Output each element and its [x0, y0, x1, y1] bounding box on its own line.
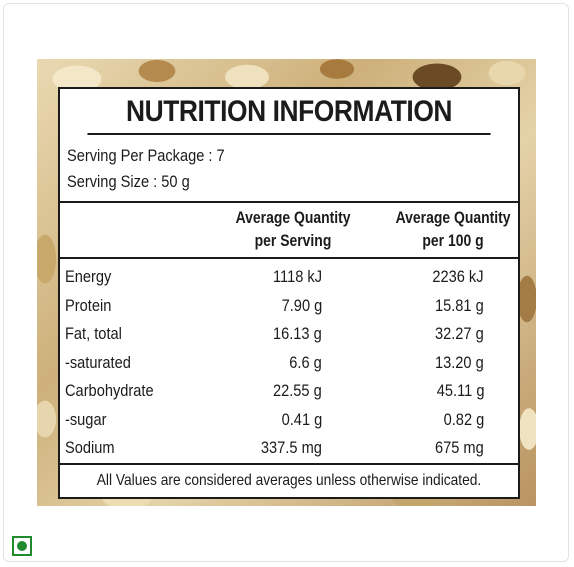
- nutrient-name: Energy: [65, 267, 112, 286]
- serving-info: Serving Per Package : 7 Serving Size : 5…: [60, 135, 518, 203]
- table-row: Energy 1118 kJ 2236 kJ: [60, 263, 518, 292]
- value-per-serving: 1118 kJ: [272, 267, 322, 286]
- label-title: NUTRITION INFORMATION: [87, 89, 491, 135]
- value-per-serving: 7.90 g: [281, 295, 322, 315]
- nutrient-name: Carbohydrate: [65, 381, 154, 400]
- value-per-serving: 337.5 mg: [261, 438, 322, 457]
- value-per-100g: 0.82 g: [443, 409, 484, 429]
- value-per-serving: 16.13 g: [273, 324, 322, 343]
- header-per-serving-line2: per Serving: [254, 231, 332, 250]
- value-per-100g: 15.81 g: [435, 295, 484, 315]
- table-row: -sugar 0.41 g 0.82 g: [60, 406, 518, 435]
- table-row: Fat, total 16.13 g 32.27 g: [60, 320, 518, 349]
- header-per-serving: Average Quantity per Serving: [236, 206, 351, 252]
- serving-per-package: Serving Per Package : 7: [67, 146, 225, 165]
- nutrient-name: Sodium: [65, 438, 115, 457]
- value-per-serving: 22.55 g: [273, 381, 322, 400]
- vegetarian-dot: [17, 541, 27, 551]
- value-per-100g: 45.11 g: [436, 381, 484, 400]
- value-per-serving: 0.41 g: [281, 409, 322, 429]
- value-per-serving: 6.6 g: [289, 352, 322, 372]
- table-row: Protein 7.90 g 15.81 g: [60, 292, 518, 321]
- nutrition-label: NUTRITION INFORMATION Serving Per Packag…: [58, 87, 520, 499]
- column-headers: Average Quantity per Serving Average Qua…: [60, 203, 518, 259]
- table-row: Sodium 337.5 mg 675 mg: [60, 434, 518, 463]
- nutrient-name: -saturated: [65, 352, 131, 372]
- table-row: -saturated 6.6 g 13.20 g: [60, 349, 518, 378]
- nutrient-name: -sugar: [65, 409, 107, 429]
- nutrient-rows: Energy 1118 kJ 2236 kJ Protein 7.90 g 15…: [60, 263, 518, 465]
- serving-size: Serving Size : 50 g: [67, 172, 190, 191]
- header-per-serving-line1: Average Quantity: [235, 208, 351, 227]
- nutrient-name: Fat, total: [65, 324, 122, 343]
- table-row: Carbohydrate 22.55 g 45.11 g: [60, 377, 518, 406]
- header-per-100g-line1: Average Quantity: [395, 208, 511, 227]
- value-per-100g: 2236 kJ: [432, 267, 484, 286]
- value-per-100g: 13.20 g: [435, 352, 484, 372]
- nutrient-name: Protein: [65, 295, 112, 315]
- value-per-100g: 675 mg: [435, 438, 484, 457]
- header-per-100g-line2: per 100 g: [422, 231, 484, 250]
- label-footer-note: All Values are considered averages unles…: [96, 472, 482, 489]
- value-per-100g: 32.27 g: [435, 324, 484, 343]
- header-per-100g: Average Quantity per 100 g: [396, 206, 511, 252]
- vegetarian-mark-icon: [12, 536, 32, 556]
